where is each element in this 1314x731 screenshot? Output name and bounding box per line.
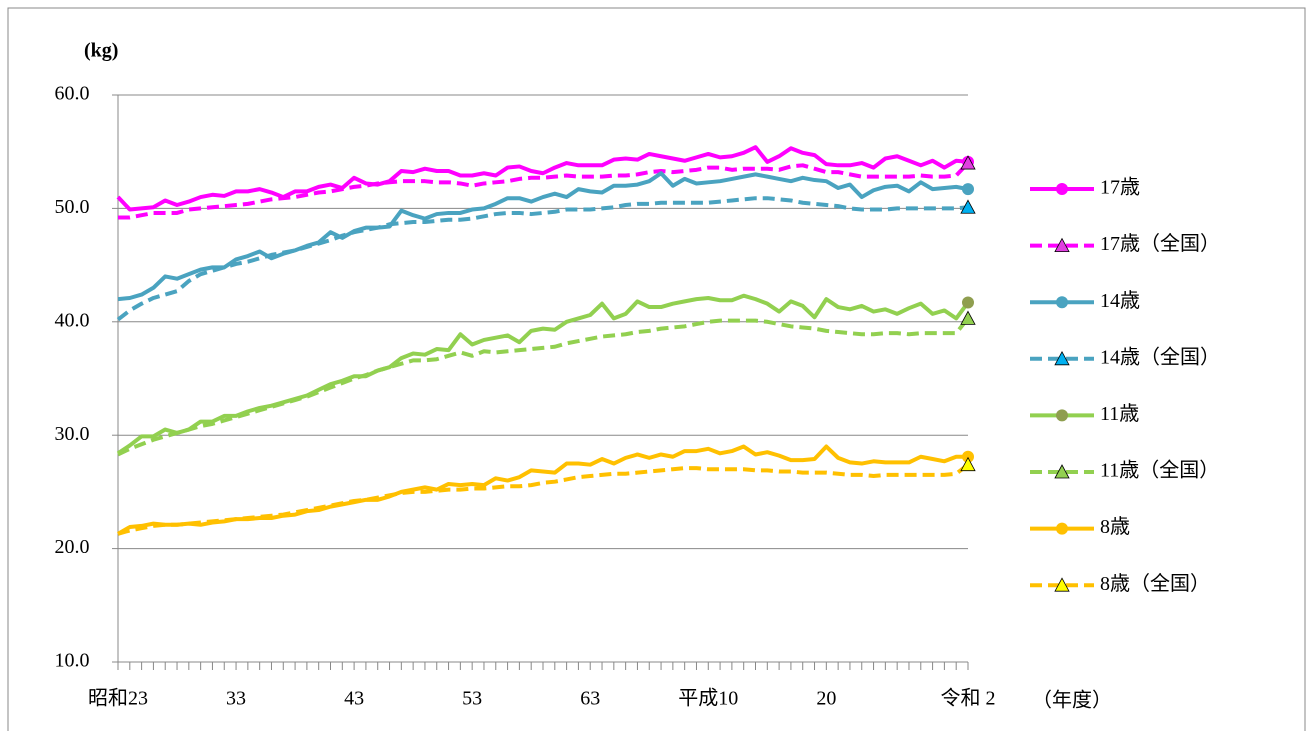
x-tick-label: 33 bbox=[226, 688, 246, 710]
marker bbox=[960, 155, 976, 170]
x-tick-label: 63 bbox=[580, 688, 600, 710]
legend-marker bbox=[1054, 350, 1070, 366]
series-line bbox=[117, 171, 969, 302]
legend-label: 11歳（全国） bbox=[1100, 459, 1219, 482]
legend-marker bbox=[1056, 183, 1068, 195]
legend-label: 8歳（全国） bbox=[1100, 572, 1210, 595]
marker bbox=[962, 183, 974, 196]
x-tick-label: 昭和23 bbox=[88, 687, 148, 710]
y-tick-label: 30.0 bbox=[55, 423, 90, 445]
x-axis-label: （年度） bbox=[1032, 689, 1112, 712]
legend-label: 17歳（全国） bbox=[1100, 232, 1220, 255]
y-axis-label: (kg) bbox=[84, 40, 118, 62]
series-line bbox=[117, 444, 968, 536]
x-tick-label: 53 bbox=[462, 688, 482, 710]
legend-label: 14歳（全国） bbox=[1100, 345, 1220, 368]
y-tick-label: 20.0 bbox=[55, 536, 90, 558]
x-tick-label: 20 bbox=[816, 688, 836, 710]
legend-marker bbox=[1056, 296, 1068, 309]
y-tick-label: 60.0 bbox=[55, 83, 90, 105]
legend-label: 14歳 bbox=[1100, 289, 1140, 312]
series-line bbox=[116, 293, 970, 456]
legend-marker bbox=[1056, 522, 1068, 535]
chart-frame bbox=[7, 7, 1306, 731]
marker bbox=[960, 199, 976, 214]
y-tick-label: 50.0 bbox=[55, 196, 90, 218]
marker bbox=[960, 310, 976, 325]
marker bbox=[960, 456, 976, 472]
marker bbox=[962, 450, 974, 463]
y-tick-label: 10.0 bbox=[55, 650, 90, 672]
legend-label: 8歳 bbox=[1100, 515, 1130, 538]
series-line bbox=[116, 145, 969, 212]
series-line bbox=[116, 196, 969, 322]
legend-marker bbox=[1056, 409, 1068, 422]
legend-marker bbox=[1054, 577, 1070, 592]
legend-marker bbox=[1054, 464, 1070, 479]
x-tick-label: 令和 2 bbox=[941, 687, 996, 710]
legend-marker bbox=[1054, 237, 1070, 252]
series-line bbox=[117, 317, 970, 457]
series-line bbox=[117, 463, 970, 536]
y-tick-label: 40.0 bbox=[55, 309, 90, 331]
marker bbox=[962, 296, 974, 309]
x-tick-label: 平成10 bbox=[678, 687, 738, 710]
legend-label: 11歳 bbox=[1100, 402, 1139, 425]
x-tick-label: 43 bbox=[344, 688, 364, 710]
legend-label: 17歳 bbox=[1100, 176, 1140, 199]
